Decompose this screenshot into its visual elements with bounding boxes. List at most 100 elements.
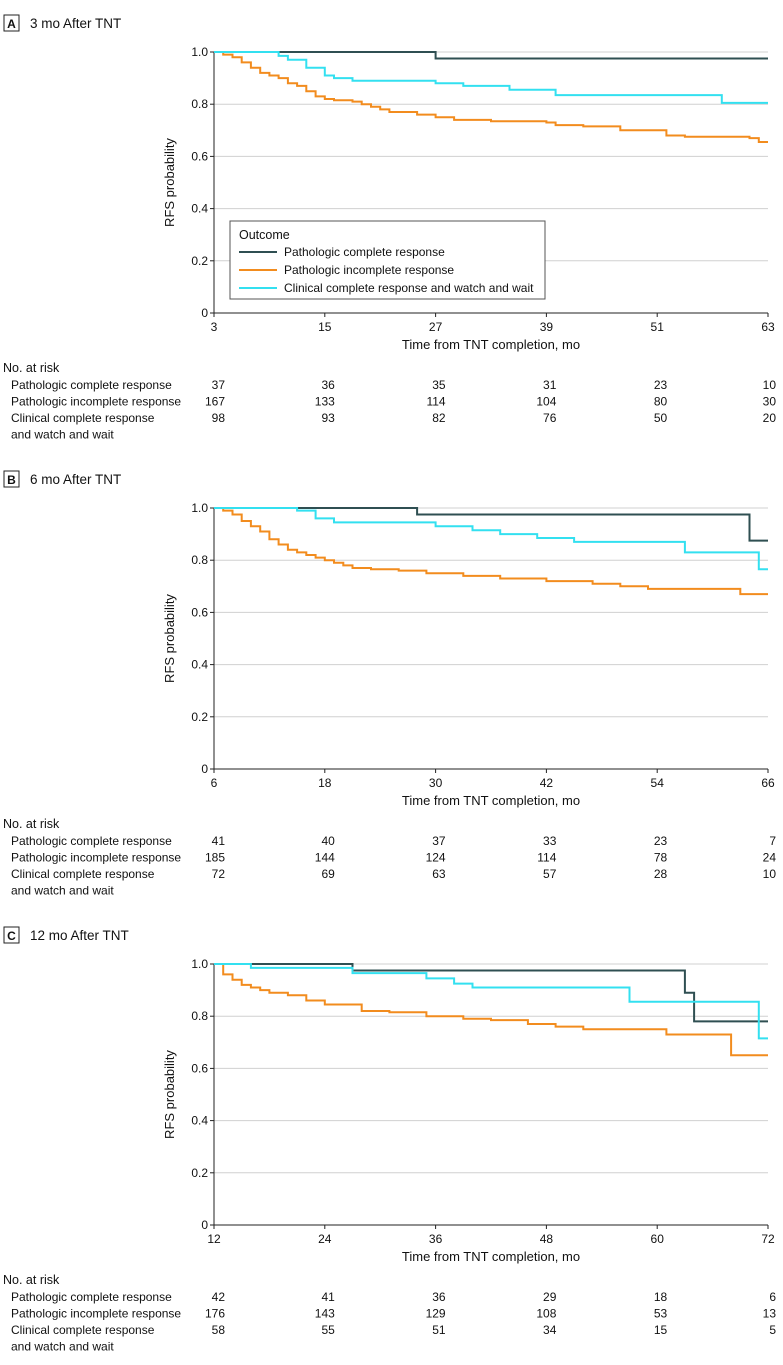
x-tick-label: 72: [761, 1232, 775, 1246]
panel-letter: A: [7, 17, 16, 31]
y-tick-label: 0.6: [191, 1061, 208, 1075]
risk-count: 24: [763, 851, 777, 865]
risk-count: 80: [654, 395, 668, 409]
x-tick-label: 27: [429, 320, 443, 334]
x-tick-label: 48: [540, 1232, 554, 1246]
series-line-pcr: [214, 963, 768, 1023]
risk-count: 58: [212, 1323, 226, 1337]
risk-count: 114: [537, 851, 556, 865]
x-tick-label: 51: [651, 320, 665, 334]
x-tick-label: 60: [651, 1232, 665, 1246]
risk-count: 108: [536, 1307, 556, 1321]
risk-count: 41: [321, 1290, 335, 1304]
risk-count: 36: [321, 378, 335, 392]
risk-count: 82: [432, 411, 446, 425]
risk-count: 37: [432, 834, 446, 848]
series-line-ccr: [214, 507, 768, 571]
legend-title: Outcome: [239, 228, 290, 242]
risk-count: 143: [315, 1307, 335, 1321]
y-tick-label: 0.2: [191, 254, 208, 268]
y-tick-label: 0.4: [191, 1114, 208, 1128]
series-line-pir: [214, 51, 768, 143]
risk-row-label: Pathologic complete response: [11, 378, 172, 392]
risk-row-label: Pathologic incomplete response: [11, 395, 181, 409]
x-tick-label: 66: [761, 776, 775, 790]
y-tick-label: 1.0: [191, 957, 208, 971]
x-tick-label: 3: [211, 320, 218, 334]
risk-count: 20: [763, 411, 777, 425]
risk-count: 185: [205, 851, 225, 865]
risk-table-header: No. at risk: [3, 361, 60, 375]
risk-count: 124: [426, 851, 446, 865]
risk-row-label: Clinical complete response: [11, 411, 155, 425]
risk-count: 10: [763, 867, 777, 881]
y-axis-title: RFS probability: [162, 594, 177, 683]
y-tick-label: 0.6: [191, 149, 208, 163]
risk-count: 40: [321, 834, 335, 848]
risk-count: 41: [212, 834, 226, 848]
y-axis-title: RFS probability: [162, 1050, 177, 1139]
risk-row-label: Clinical complete response: [11, 867, 155, 881]
series-line-pir: [214, 507, 768, 596]
series-line-pir: [214, 963, 768, 1057]
y-tick-label: 0.6: [191, 605, 208, 619]
risk-count: 57: [543, 867, 557, 881]
legend-label-pcr: Pathologic complete response: [284, 245, 445, 259]
risk-count: 34: [543, 1323, 557, 1337]
risk-count: 18: [654, 1290, 668, 1304]
risk-row-label: Clinical complete response: [11, 1323, 155, 1337]
risk-count: 28: [654, 867, 668, 881]
risk-count: 55: [321, 1323, 335, 1337]
risk-row-label: and watch and wait: [11, 1340, 114, 1354]
x-tick-label: 12: [207, 1232, 221, 1246]
x-axis-title: Time from TNT completion, mo: [402, 337, 580, 352]
risk-count: 78: [654, 851, 668, 865]
risk-count: 33: [543, 834, 557, 848]
risk-count: 5: [769, 1323, 776, 1337]
y-tick-label: 0.8: [191, 553, 208, 567]
risk-count: 50: [654, 411, 668, 425]
risk-count: 104: [536, 395, 556, 409]
risk-count: 7: [769, 834, 776, 848]
risk-count: 69: [321, 867, 335, 881]
risk-count: 176: [205, 1307, 225, 1321]
risk-count: 30: [763, 395, 777, 409]
y-tick-label: 0.8: [191, 97, 208, 111]
y-tick-label: 0: [201, 762, 208, 776]
risk-row-label: and watch and wait: [11, 428, 114, 442]
x-tick-label: 36: [429, 1232, 443, 1246]
risk-count: 35: [432, 378, 446, 392]
x-axis-title: Time from TNT completion, mo: [402, 1249, 580, 1264]
risk-count: 93: [321, 411, 335, 425]
y-tick-label: 1.0: [191, 501, 208, 515]
risk-row-label: Pathologic complete response: [11, 834, 172, 848]
x-tick-label: 54: [651, 776, 665, 790]
x-tick-label: 24: [318, 1232, 332, 1246]
risk-count: 51: [432, 1323, 446, 1337]
risk-count: 23: [654, 378, 668, 392]
risk-count: 6: [769, 1290, 776, 1304]
panel-letter-box: [3, 470, 20, 488]
panel-title: 12 mo After TNT: [30, 928, 129, 943]
risk-row-label: Pathologic incomplete response: [11, 851, 181, 865]
panel-title: 6 mo After TNT: [30, 472, 121, 487]
risk-count: 15: [654, 1323, 668, 1337]
risk-count: 13: [763, 1307, 777, 1321]
series-line-ccr: [214, 963, 768, 1040]
risk-count: 29: [543, 1290, 557, 1304]
y-tick-label: 1.0: [191, 45, 208, 59]
panel-c: C 12 mo After TNT 0 0.2 0.4 0.6 0.8 1.0 12 24 36 48…: [3, 926, 777, 1354]
panel-letter-box: [3, 926, 20, 944]
risk-count: 37: [212, 378, 226, 392]
x-tick-label: 39: [540, 320, 554, 334]
x-tick-label: 42: [540, 776, 554, 790]
risk-count: 114: [426, 395, 445, 409]
risk-count: 36: [432, 1290, 446, 1304]
y-tick-label: 0.4: [191, 658, 208, 672]
risk-row-label: Pathologic incomplete response: [11, 1307, 181, 1321]
x-axis-title: Time from TNT completion, mo: [402, 793, 580, 808]
y-tick-label: 0: [201, 306, 208, 320]
panel-b: B 6 mo After TNT 0 0.2 0.4 0.6 0.8 1.0 6 18 30 42 54…: [3, 470, 777, 898]
risk-count: 42: [212, 1290, 226, 1304]
